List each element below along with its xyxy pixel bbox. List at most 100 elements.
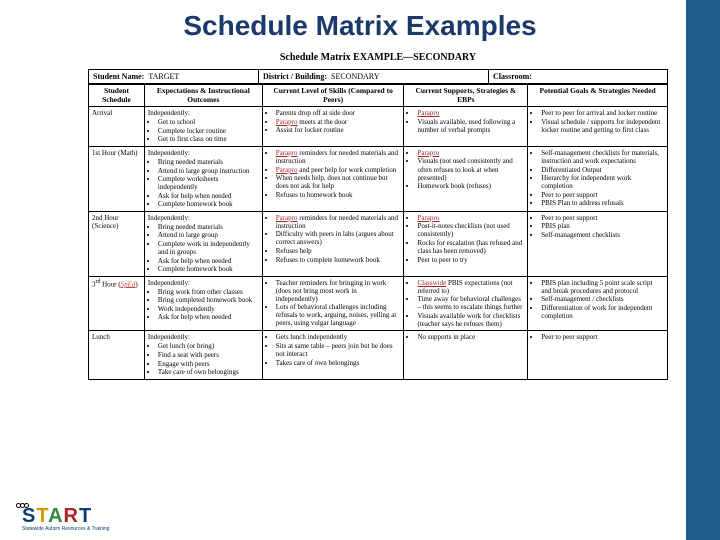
list-item: Refuses help bbox=[276, 247, 401, 255]
document-container: Schedule Matrix EXAMPLE—SECONDARY Studen… bbox=[88, 52, 668, 380]
list-item: When needs help, does not continue but d… bbox=[276, 174, 401, 190]
list-item: Takes care of own belongings bbox=[276, 359, 401, 367]
list-item: PBIS Plan to address refusals bbox=[541, 199, 664, 207]
cell-supports: No supports in place bbox=[404, 331, 528, 379]
list-item: Visuals available work for checklists (t… bbox=[417, 312, 524, 328]
list-item: Post-it-notes checklists (not used consi… bbox=[417, 222, 524, 238]
list-item: Teacher reminders for bringing in work (… bbox=[276, 279, 401, 303]
list-item: Complete locker routine bbox=[158, 127, 259, 135]
list-item: Self-management checklists bbox=[541, 231, 664, 239]
list-item: Differentiation of work for independent … bbox=[541, 304, 664, 320]
cell-expectations: Independently:Get lunch (or bring)Find a… bbox=[144, 331, 262, 379]
list-item: Self-management checklists for materials… bbox=[541, 149, 664, 165]
table-header-row: Student Schedule Expectations & Instruct… bbox=[89, 85, 668, 107]
cell-supports: Classwide PBIS expectations (not referre… bbox=[404, 276, 528, 331]
meta-district: District / Building: SECONDARY bbox=[258, 70, 488, 83]
list-item: PBIS plan bbox=[541, 222, 664, 230]
list-item: Find a seat with peers bbox=[158, 351, 259, 359]
list-item: PBIS plan including 5 point scale script… bbox=[541, 279, 664, 295]
cell-goals: Peer to peer support bbox=[528, 331, 668, 379]
cell-skills: Parapro reminders for needed materials a… bbox=[262, 211, 404, 276]
cell-supports: ParaproVisuals available, used following… bbox=[404, 107, 528, 147]
list-item: Refuses to complete homework book bbox=[276, 256, 401, 264]
table-row: LunchIndependently:Get lunch (or bring)F… bbox=[89, 331, 668, 379]
cell-skills: Parapro reminders for needed materials a… bbox=[262, 146, 404, 211]
cell-period: 2nd Hour (Science) bbox=[89, 211, 145, 276]
table-row: 3rd Hour (SpEd)Independently:Bring work … bbox=[89, 276, 668, 331]
slide-title: Schedule Matrix Examples bbox=[0, 0, 720, 46]
cell-goals: Peer to peer supportPBIS planSelf-manage… bbox=[528, 211, 668, 276]
cell-expectations: Independently:Bring needed materialsAtte… bbox=[144, 211, 262, 276]
list-item: Visual schedule / supports for independe… bbox=[541, 118, 664, 134]
list-item: Self-management / checklists bbox=[541, 295, 664, 303]
list-item: Bring work from other classes bbox=[158, 288, 259, 296]
header-schedule: Student Schedule bbox=[89, 85, 145, 107]
header-supports: Current Supports, Strategies & EBPs bbox=[404, 85, 528, 107]
logo-word: START bbox=[22, 505, 110, 528]
list-item: Complete work in independently and in gr… bbox=[158, 240, 259, 256]
cell-expectations: Independently:Bring work from other clas… bbox=[144, 276, 262, 331]
list-item: Attend to large group instruction bbox=[158, 167, 259, 175]
meta-row: Student Name: TARGET District / Building… bbox=[88, 69, 668, 84]
list-item: Complete homework book bbox=[158, 265, 259, 273]
list-item: Visuals available, used following a numb… bbox=[417, 118, 524, 134]
start-logo: START Statewide Autism Resources & Train… bbox=[22, 505, 110, 532]
list-item: Difficulty with peers in labs (argues ab… bbox=[276, 230, 401, 246]
list-item: Work independently bbox=[158, 305, 259, 313]
logo-circles-icon bbox=[16, 495, 28, 513]
list-item: Attend to large group bbox=[158, 231, 259, 239]
list-item: No supports in place bbox=[417, 333, 524, 341]
list-item: Refuses to homework book bbox=[276, 191, 401, 199]
cell-period: 1st Hour (Math) bbox=[89, 146, 145, 211]
table-row: ArrivalIndependently:Get to schoolComple… bbox=[89, 107, 668, 147]
cell-period: Lunch bbox=[89, 331, 145, 379]
list-item: Get to first class on time bbox=[158, 135, 259, 143]
list-item: Differentiated Output bbox=[541, 166, 664, 174]
cell-period: Arrival bbox=[89, 107, 145, 147]
list-item: Complete homework book bbox=[158, 200, 259, 208]
list-item: Get lunch (or bring) bbox=[158, 342, 259, 350]
document-title: Schedule Matrix EXAMPLE—SECONDARY bbox=[88, 52, 668, 63]
list-item: Engage with peers bbox=[158, 360, 259, 368]
table-row: 2nd Hour (Science)Independently:Bring ne… bbox=[89, 211, 668, 276]
list-item: Bring needed materials bbox=[158, 223, 259, 231]
list-item: Peer to peer support bbox=[541, 191, 664, 199]
cell-goals: PBIS plan including 5 point scale script… bbox=[528, 276, 668, 331]
list-item: Peer to peer to try bbox=[417, 256, 524, 264]
right-accent-band bbox=[686, 0, 720, 540]
meta-district-label: District / Building: bbox=[263, 72, 327, 81]
list-item: Complete worksheets independently bbox=[158, 175, 259, 191]
list-item: Assist for locker routine bbox=[276, 126, 401, 134]
meta-district-value: SECONDARY bbox=[331, 72, 379, 81]
list-item: Rocks for escalation (has refused and cl… bbox=[417, 239, 524, 255]
header-expectations: Expectations & Instructional Outcomes bbox=[144, 85, 262, 107]
list-item: Parapro reminders for needed materials a… bbox=[276, 149, 401, 165]
schedule-matrix-table: Student Schedule Expectations & Instruct… bbox=[88, 84, 668, 380]
table-row: 1st Hour (Math)Independently:Bring neede… bbox=[89, 146, 668, 211]
list-item: Classwide PBIS expectations (not referre… bbox=[417, 279, 524, 295]
cell-supports: ParaproVisuals (not used consistently an… bbox=[404, 146, 528, 211]
meta-student: Student Name: TARGET bbox=[88, 70, 258, 83]
cell-goals: Peer to peer for arrival and locker rout… bbox=[528, 107, 668, 147]
list-item: Parents drop off at side door bbox=[276, 109, 401, 117]
cell-skills: Teacher reminders for bringing in work (… bbox=[262, 276, 404, 331]
header-goals: Potential Goals & Strategies Needed bbox=[528, 85, 668, 107]
logo-tagline: Statewide Autism Resources & Training bbox=[22, 526, 110, 532]
cell-skills: Gets lunch independentlySits at same tab… bbox=[262, 331, 404, 379]
meta-student-label: Student Name: bbox=[93, 72, 144, 81]
list-item: Parapro and peer help for work completio… bbox=[276, 166, 401, 174]
list-item: Gets lunch independently bbox=[276, 333, 401, 341]
list-item: Peer to peer for arrival and locker rout… bbox=[541, 109, 664, 117]
list-item: Take care of own belongings bbox=[158, 368, 259, 376]
list-item: Parapro meets at the door bbox=[276, 118, 401, 126]
list-item: Bring completed homework book bbox=[158, 296, 259, 304]
list-item: Lots of behavioral challenges including … bbox=[276, 303, 401, 327]
list-item: Time away for behavioral challenges – th… bbox=[417, 295, 524, 311]
list-item: Sits at same table – peers join but he d… bbox=[276, 342, 401, 358]
list-item: Bring needed materials bbox=[158, 158, 259, 166]
meta-classroom-label: Classroom: bbox=[493, 72, 532, 81]
list-item: Visuals (not used consistently and often… bbox=[417, 157, 524, 181]
meta-classroom: Classroom: bbox=[488, 70, 668, 83]
list-item: Homework book (refuses) bbox=[417, 182, 524, 190]
list-item: Get to school bbox=[158, 118, 259, 126]
